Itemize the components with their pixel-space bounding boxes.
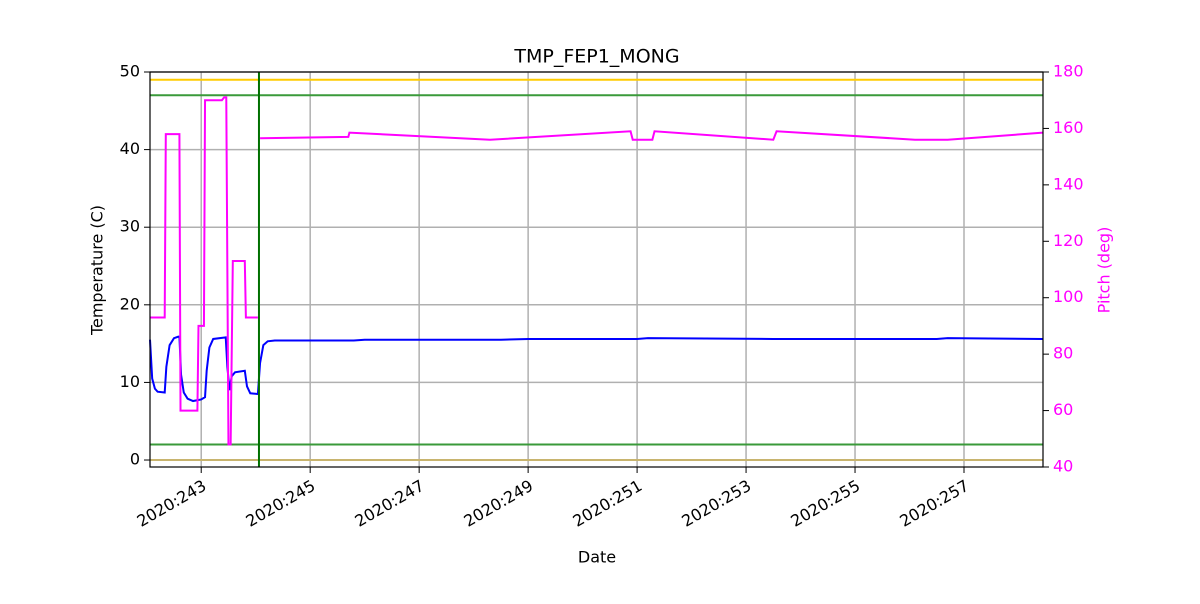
y2-tick-label: 120 [1053, 231, 1084, 250]
y-tick-label: 30 [120, 217, 140, 236]
y-tick-label: 40 [120, 139, 140, 158]
x-tick-label: 2020:253 [678, 476, 754, 531]
x-tick-label: 2020:243 [134, 476, 210, 531]
y2-tick-label: 60 [1053, 400, 1073, 419]
y-tick-label: 50 [120, 62, 140, 81]
y-tick-label: 10 [120, 372, 140, 391]
y2-tick-label: 180 [1053, 62, 1084, 81]
y-tick-label: 0 [130, 450, 140, 469]
y2-tick-label: 40 [1053, 457, 1073, 476]
y2-tick-label: 100 [1053, 287, 1084, 306]
x-tick-label: 2020:247 [352, 476, 428, 531]
x-tick-label: 2020:249 [460, 476, 536, 531]
y2-tick-label: 160 [1053, 118, 1084, 137]
y-axis-label: Temperature (C) [88, 205, 107, 336]
y-tick-label: 20 [120, 294, 140, 313]
chart-title: TMP_FEP1_MONG [513, 46, 679, 68]
x-tick-label: 2020:245 [243, 476, 319, 531]
plot-frame [149, 71, 1044, 468]
x-axis-label: Date [578, 548, 616, 567]
x-tick-label: 2020:251 [569, 476, 645, 531]
x-tick-label: 2020:257 [896, 476, 972, 531]
x-tick-label: 2020:255 [787, 476, 863, 531]
series-line [149, 335, 1044, 403]
y2-axis-label: Pitch (deg) [1095, 227, 1114, 314]
y2-tick-label: 80 [1053, 344, 1073, 363]
series-line [150, 96, 1044, 446]
y2-tick-label: 140 [1053, 174, 1084, 193]
